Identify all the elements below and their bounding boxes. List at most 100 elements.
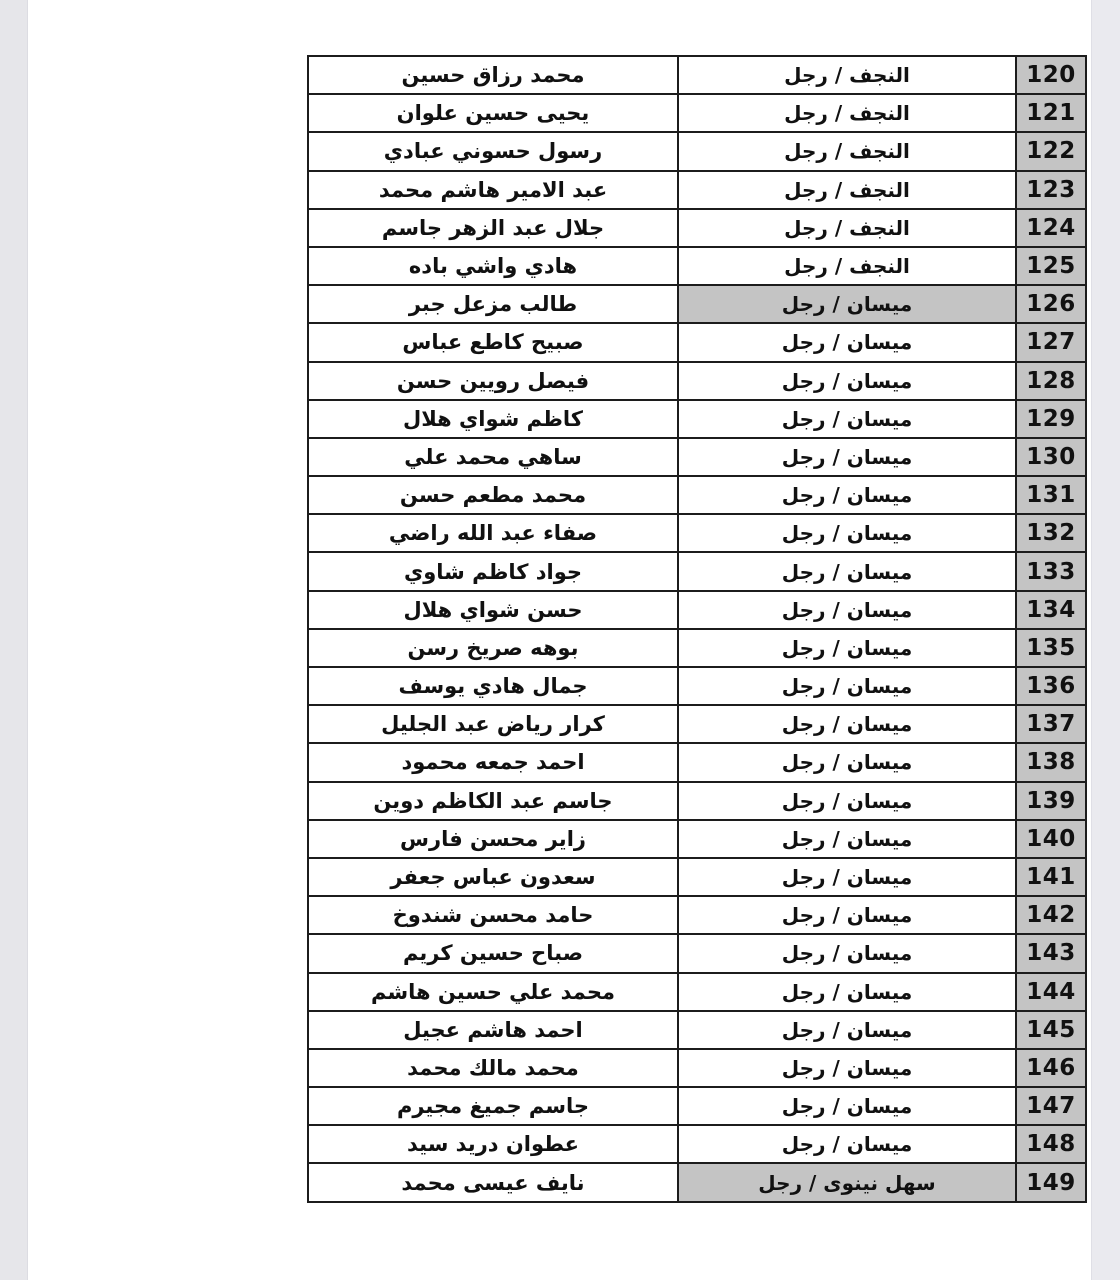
origin-gender-cell: ميسان / رجل xyxy=(677,1047,1017,1089)
person-name-cell: احمد جمعه محمود xyxy=(307,742,679,783)
person-name-cell: صبيح كاطع عباس xyxy=(307,322,679,363)
row-number-cell: 131 xyxy=(1015,475,1087,516)
origin-gender-cell: ميسان / رجل xyxy=(677,665,1017,707)
row-number-cell: 145 xyxy=(1015,1009,1087,1050)
person-name-cell: يحيى حسين علوان xyxy=(307,93,679,134)
origin-gender-cell: ميسان / رجل xyxy=(677,818,1017,859)
page-edge-right xyxy=(1091,0,1120,1280)
origin-gender-cell: ميسان / رجل xyxy=(677,856,1017,898)
person-name-cell: جلال عبد الزهر جاسم xyxy=(307,207,679,248)
origin-gender-cell: ميسان / رجل xyxy=(677,1124,1017,1165)
table-row: 121 النجف / رجل يحيى حسين علوان xyxy=(307,93,1087,134)
origin-gender-cell: ميسان / رجل xyxy=(677,780,1017,821)
origin-gender-cell: النجف / رجل xyxy=(677,54,1017,96)
table-row: 129 ميسان / رجل كاظم شواي هلال xyxy=(307,398,1087,439)
origin-gender-cell: ميسان / رجل xyxy=(677,436,1017,478)
table-row: 147 ميسان / رجل جاسم جميغ مجيرم xyxy=(307,1086,1087,1127)
person-name-cell: محمد مالك محمد xyxy=(307,1047,679,1089)
table-row: 139 ميسان / رجل جاسم عبد الكاظم دوين xyxy=(307,780,1087,821)
table-row: 126 ميسان / رجل طالب مزعل جبر xyxy=(307,284,1087,325)
person-name-cell: زاير محسن فارس xyxy=(307,818,679,859)
origin-gender-cell: ميسان / رجل xyxy=(677,627,1017,669)
table-row: 120 النجف / رجل محمد رزاق حسين xyxy=(307,54,1087,96)
origin-gender-cell: ميسان / رجل xyxy=(677,895,1017,936)
person-name-cell: طالب مزعل جبر xyxy=(307,284,679,325)
person-name-cell: محمد رزاق حسين xyxy=(307,54,679,96)
person-name-cell: جواد كاظم شاوي xyxy=(307,551,679,592)
table-row: 145 ميسان / رجل احمد هاشم عجيل xyxy=(307,1009,1087,1050)
row-number-cell: 138 xyxy=(1015,742,1087,783)
origin-gender-cell: ميسان / رجل xyxy=(677,284,1017,325)
person-name-cell: حامد محسن شندوخ xyxy=(307,895,679,936)
row-number-cell: 127 xyxy=(1015,322,1087,363)
row-number-cell: 139 xyxy=(1015,780,1087,821)
row-number-cell: 122 xyxy=(1015,131,1087,172)
person-name-cell: جمال هادي يوسف xyxy=(307,665,679,707)
table-row: 148 ميسان / رجل عطوان دريد سيد xyxy=(307,1124,1087,1165)
origin-gender-cell: ميسان / رجل xyxy=(677,475,1017,516)
table-row: 144 ميسان / رجل محمد علي حسين هاشم xyxy=(307,971,1087,1012)
origin-gender-cell: ميسان / رجل xyxy=(677,704,1017,745)
row-number-cell: 134 xyxy=(1015,589,1087,630)
row-number-cell: 137 xyxy=(1015,704,1087,745)
table-row: 124 النجف / رجل جلال عبد الزهر جاسم xyxy=(307,207,1087,248)
table-row: 134 ميسان / رجل حسن شواي هلال xyxy=(307,589,1087,630)
person-name-cell: كرار رياض عبد الجليل xyxy=(307,704,679,745)
person-name-cell: صباح حسين كريم xyxy=(307,933,679,974)
table-row: 149 سهل نينوى / رجل نايف عيسى محمد xyxy=(307,1162,1087,1203)
row-number-cell: 130 xyxy=(1015,436,1087,478)
row-number-cell: 128 xyxy=(1015,360,1087,401)
person-name-cell: محمد علي حسين هاشم xyxy=(307,971,679,1012)
origin-gender-cell: ميسان / رجل xyxy=(677,1009,1017,1050)
origin-gender-cell: النجف / رجل xyxy=(677,245,1017,287)
row-number-cell: 146 xyxy=(1015,1047,1087,1089)
person-name-cell: عبد الامير هاشم محمد xyxy=(307,169,679,210)
person-name-cell: حسن شواي هلال xyxy=(307,589,679,630)
row-number-cell: 140 xyxy=(1015,818,1087,859)
origin-gender-cell: سهل نينوى / رجل xyxy=(677,1162,1017,1203)
roster-table-body: 120 النجف / رجل محمد رزاق حسين 121 النجف… xyxy=(307,54,1087,1203)
origin-gender-cell: ميسان / رجل xyxy=(677,551,1017,592)
table-row: 132 ميسان / رجل صفاء عبد الله راضي xyxy=(307,513,1087,554)
row-number-cell: 148 xyxy=(1015,1124,1087,1165)
roster-table: 120 النجف / رجل محمد رزاق حسين 121 النجف… xyxy=(307,54,1087,1203)
row-number-cell: 125 xyxy=(1015,245,1087,287)
row-number-cell: 136 xyxy=(1015,665,1087,707)
origin-gender-cell: ميسان / رجل xyxy=(677,742,1017,783)
origin-gender-cell: ميسان / رجل xyxy=(677,360,1017,401)
person-name-cell: هادي واشي باده xyxy=(307,245,679,287)
row-number-cell: 143 xyxy=(1015,933,1087,974)
table-row: 138 ميسان / رجل احمد جمعه محمود xyxy=(307,742,1087,783)
person-name-cell: بوهه صريخ رسن xyxy=(307,627,679,669)
origin-gender-cell: النجف / رجل xyxy=(677,93,1017,134)
origin-gender-cell: النجف / رجل xyxy=(677,169,1017,210)
table-row: 130 ميسان / رجل ساهي محمد علي xyxy=(307,436,1087,478)
origin-gender-cell: ميسان / رجل xyxy=(677,398,1017,439)
row-number-cell: 121 xyxy=(1015,93,1087,134)
person-name-cell: جاسم جميغ مجيرم xyxy=(307,1086,679,1127)
person-name-cell: نايف عيسى محمد xyxy=(307,1162,679,1203)
origin-gender-cell: النجف / رجل xyxy=(677,131,1017,172)
row-number-cell: 124 xyxy=(1015,207,1087,248)
row-number-cell: 142 xyxy=(1015,895,1087,936)
person-name-cell: صفاء عبد الله راضي xyxy=(307,513,679,554)
table-row: 141 ميسان / رجل سعدون عباس جعفر xyxy=(307,856,1087,898)
row-number-cell: 144 xyxy=(1015,971,1087,1012)
origin-gender-cell: ميسان / رجل xyxy=(677,589,1017,630)
table-row: 136 ميسان / رجل جمال هادي يوسف xyxy=(307,665,1087,707)
table-row: 142 ميسان / رجل حامد محسن شندوخ xyxy=(307,895,1087,936)
row-number-cell: 132 xyxy=(1015,513,1087,554)
person-name-cell: محمد مطعم حسن xyxy=(307,475,679,516)
row-number-cell: 123 xyxy=(1015,169,1087,210)
origin-gender-cell: ميسان / رجل xyxy=(677,1086,1017,1127)
row-number-cell: 133 xyxy=(1015,551,1087,592)
origin-gender-cell: ميسان / رجل xyxy=(677,971,1017,1012)
row-number-cell: 141 xyxy=(1015,856,1087,898)
person-name-cell: سعدون عباس جعفر xyxy=(307,856,679,898)
origin-gender-cell: ميسان / رجل xyxy=(677,933,1017,974)
person-name-cell: احمد هاشم عجيل xyxy=(307,1009,679,1050)
table-row: 140 ميسان / رجل زاير محسن فارس xyxy=(307,818,1087,859)
table-row: 133 ميسان / رجل جواد كاظم شاوي xyxy=(307,551,1087,592)
row-number-cell: 147 xyxy=(1015,1086,1087,1127)
origin-gender-cell: النجف / رجل xyxy=(677,207,1017,248)
